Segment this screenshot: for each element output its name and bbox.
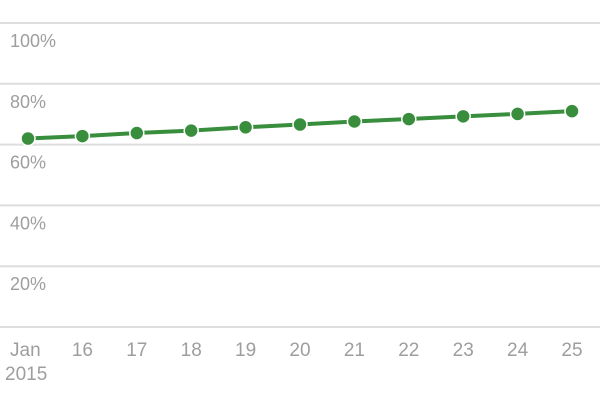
x-tick-label: 17 (126, 340, 147, 361)
y-tick-label: 80% (10, 92, 46, 112)
x-tick-label: 24 (507, 340, 529, 361)
x-tick-label-line: Jan (10, 340, 41, 361)
y-tick-label: 100% (10, 31, 56, 51)
x-tick-label: Jan 2015 (5, 340, 47, 385)
y-tick-label: 60% (10, 153, 46, 173)
data-point[interactable] (74, 128, 91, 144)
data-point[interactable] (20, 130, 36, 147)
x-tick-label: 20 (289, 340, 310, 361)
data-point[interactable] (455, 108, 471, 125)
x-tick-label: 19 (235, 340, 256, 361)
x-axis-tick-labels: Jan 2015 16 17 18 19 20 21 22 23 24 25 (5, 340, 583, 385)
data-points (20, 103, 580, 147)
data-point[interactable] (237, 119, 254, 136)
x-tick-label: 16 (72, 340, 93, 361)
data-point[interactable] (129, 125, 145, 141)
x-tick-label-line: 2015 (5, 364, 47, 385)
x-tick-label: 25 (561, 340, 582, 361)
x-tick-label: 23 (453, 340, 474, 361)
data-point[interactable] (509, 106, 526, 122)
data-point[interactable] (346, 113, 363, 130)
y-axis-tick-labels: 100% 80% 60% 40% 20% (10, 31, 56, 294)
y-tick-label: 40% (10, 213, 46, 233)
y-tick-label: 20% (10, 274, 46, 294)
data-point[interactable] (401, 111, 417, 127)
data-point[interactable] (564, 103, 580, 119)
x-tick-label: 21 (344, 340, 365, 361)
x-tick-label: 18 (181, 340, 202, 361)
data-point[interactable] (292, 116, 308, 133)
data-point[interactable] (183, 122, 199, 139)
grid-lines (0, 22, 600, 328)
x-tick-label: 22 (398, 340, 419, 361)
